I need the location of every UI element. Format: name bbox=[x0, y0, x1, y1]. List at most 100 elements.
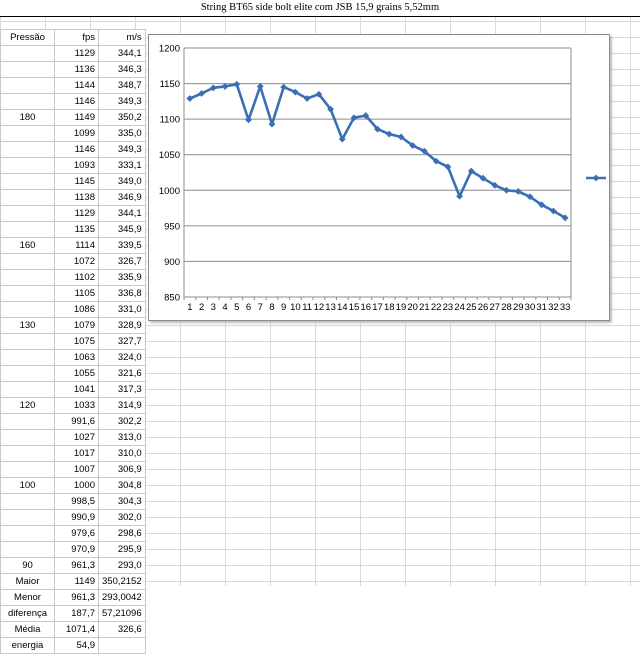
pressure-cell[interactable] bbox=[0, 349, 55, 366]
chart-panel[interactable]: 850 900 950 1000 1050 1100 1150 1200 1 2 3 4 5 6 7 8 9 10… bbox=[148, 34, 610, 321]
fps-cell[interactable]: 961,3 bbox=[54, 589, 99, 606]
pressure-cell[interactable] bbox=[0, 93, 55, 110]
ms-cell[interactable]: 310,0 bbox=[98, 445, 146, 462]
ms-cell[interactable]: 295,9 bbox=[98, 541, 146, 558]
fps-cell[interactable]: 1138 bbox=[54, 189, 99, 206]
pressure-cell[interactable] bbox=[0, 141, 55, 158]
pressure-cell[interactable]: Média bbox=[0, 621, 55, 638]
ms-cell[interactable]: 326,7 bbox=[98, 253, 146, 270]
pressure-cell[interactable]: 100 bbox=[0, 477, 55, 494]
ms-cell[interactable]: 344,1 bbox=[98, 205, 146, 222]
fps-cell[interactable]: 1114 bbox=[54, 237, 99, 254]
ms-cell[interactable]: 336,8 bbox=[98, 285, 146, 302]
fps-cell[interactable]: 1017 bbox=[54, 445, 99, 462]
ms-cell[interactable]: 335,9 bbox=[98, 269, 146, 286]
fps-cell[interactable]: 1144 bbox=[54, 77, 99, 94]
pressure-cell[interactable]: 120 bbox=[0, 397, 55, 414]
ms-cell[interactable]: 324,0 bbox=[98, 349, 146, 366]
fps-cell[interactable]: 1072 bbox=[54, 253, 99, 270]
fps-cell[interactable]: 1041 bbox=[54, 381, 99, 398]
ms-cell[interactable]: 345,9 bbox=[98, 221, 146, 238]
ms-cell[interactable]: 326,6 bbox=[98, 621, 146, 638]
fps-cell[interactable]: 1063 bbox=[54, 349, 99, 366]
ms-cell[interactable]: 302,0 bbox=[98, 509, 146, 526]
fps-cell[interactable]: 1129 bbox=[54, 205, 99, 222]
ms-cell[interactable]: 350,2152 bbox=[98, 573, 146, 590]
fps-cell[interactable]: 991,6 bbox=[54, 413, 99, 430]
fps-cell[interactable]: 1071,4 bbox=[54, 621, 99, 638]
pressure-cell[interactable] bbox=[0, 541, 55, 558]
fps-cell[interactable]: 1000 bbox=[54, 477, 99, 494]
fps-cell[interactable]: 1007 bbox=[54, 461, 99, 478]
ms-cell[interactable]: 346,3 bbox=[98, 61, 146, 78]
ms-cell[interactable]: 344,1 bbox=[98, 45, 146, 62]
pressure-cell[interactable] bbox=[0, 285, 55, 302]
pressure-cell[interactable] bbox=[0, 509, 55, 526]
ms-cell[interactable]: 349,3 bbox=[98, 141, 146, 158]
fps-cell[interactable]: 1135 bbox=[54, 221, 99, 238]
ms-cell[interactable]: 304,8 bbox=[98, 477, 146, 494]
fps-cell[interactable]: 54,9 bbox=[54, 637, 99, 654]
ms-cell[interactable]: 328,9 bbox=[98, 317, 146, 334]
ms-cell[interactable]: 313,0 bbox=[98, 429, 146, 446]
fps-cell[interactable]: 1102 bbox=[54, 269, 99, 286]
pressure-cell[interactable] bbox=[0, 461, 55, 478]
ms-cell[interactable]: 339,5 bbox=[98, 237, 146, 254]
column-header-fps[interactable]: fps bbox=[54, 29, 99, 46]
ms-cell[interactable]: 346,9 bbox=[98, 189, 146, 206]
pressure-cell[interactable]: 160 bbox=[0, 237, 55, 254]
ms-cell[interactable]: 298,6 bbox=[98, 525, 146, 542]
pressure-cell[interactable] bbox=[0, 525, 55, 542]
fps-cell[interactable]: 990,9 bbox=[54, 509, 99, 526]
ms-cell[interactable]: 293,0 bbox=[98, 557, 146, 574]
pressure-cell[interactable] bbox=[0, 189, 55, 206]
fps-cell[interactable]: 1146 bbox=[54, 141, 99, 158]
fps-cell[interactable]: 1105 bbox=[54, 285, 99, 302]
pressure-cell[interactable]: diferença bbox=[0, 605, 55, 622]
ms-cell[interactable]: 321,6 bbox=[98, 365, 146, 382]
fps-cell[interactable]: 1149 bbox=[54, 573, 99, 590]
pressure-cell[interactable] bbox=[0, 221, 55, 238]
pressure-cell[interactable] bbox=[0, 413, 55, 430]
pressure-cell[interactable] bbox=[0, 157, 55, 174]
pressure-cell[interactable] bbox=[0, 45, 55, 62]
fps-cell[interactable]: 1136 bbox=[54, 61, 99, 78]
pressure-cell[interactable] bbox=[0, 493, 55, 510]
fps-cell[interactable]: 998,5 bbox=[54, 493, 99, 510]
pressure-cell[interactable]: 180 bbox=[0, 109, 55, 126]
pressure-cell[interactable] bbox=[0, 429, 55, 446]
pressure-cell[interactable] bbox=[0, 125, 55, 142]
pressure-cell[interactable] bbox=[0, 333, 55, 350]
ms-cell[interactable]: 293,0042 bbox=[98, 589, 146, 606]
pressure-cell[interactable] bbox=[0, 173, 55, 190]
ms-cell[interactable]: 317,3 bbox=[98, 381, 146, 398]
fps-cell[interactable]: 1033 bbox=[54, 397, 99, 414]
ms-cell[interactable]: 350,2 bbox=[98, 109, 146, 126]
pressure-cell[interactable]: energia bbox=[0, 637, 55, 654]
pressure-cell[interactable] bbox=[0, 365, 55, 382]
ms-cell[interactable]: 335,0 bbox=[98, 125, 146, 142]
fps-cell[interactable]: 1146 bbox=[54, 93, 99, 110]
fps-cell[interactable]: 1145 bbox=[54, 173, 99, 190]
pressure-cell[interactable] bbox=[0, 445, 55, 462]
fps-cell[interactable]: 979,6 bbox=[54, 525, 99, 542]
pressure-cell[interactable]: 90 bbox=[0, 557, 55, 574]
pressure-cell[interactable] bbox=[0, 381, 55, 398]
pressure-cell[interactable] bbox=[0, 253, 55, 270]
fps-cell[interactable]: 1086 bbox=[54, 301, 99, 318]
ms-cell[interactable]: 349,0 bbox=[98, 173, 146, 190]
fps-cell[interactable]: 1079 bbox=[54, 317, 99, 334]
ms-cell[interactable]: 349,3 bbox=[98, 93, 146, 110]
fps-cell[interactable]: 961,3 bbox=[54, 557, 99, 574]
column-header-ms[interactable]: m/s bbox=[98, 29, 146, 46]
ms-cell[interactable]: 331,0 bbox=[98, 301, 146, 318]
ms-cell[interactable]: 327,7 bbox=[98, 333, 146, 350]
fps-cell[interactable]: 1129 bbox=[54, 45, 99, 62]
ms-cell[interactable]: 348,7 bbox=[98, 77, 146, 94]
ms-cell[interactable]: 304,3 bbox=[98, 493, 146, 510]
fps-cell[interactable]: 1099 bbox=[54, 125, 99, 142]
ms-cell[interactable]: 333,1 bbox=[98, 157, 146, 174]
pressure-cell[interactable] bbox=[0, 301, 55, 318]
pressure-cell[interactable]: Menor bbox=[0, 589, 55, 606]
ms-cell[interactable]: 302,2 bbox=[98, 413, 146, 430]
